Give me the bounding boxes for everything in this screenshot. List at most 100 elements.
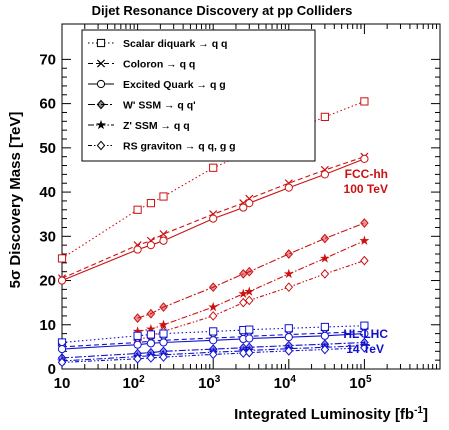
legend-marker <box>96 99 106 110</box>
marker-diamond <box>320 344 330 355</box>
y-tick-label: 50 <box>39 140 56 157</box>
data-point <box>320 112 329 121</box>
data-point <box>57 357 67 368</box>
legend-marker <box>96 140 106 151</box>
marker-star <box>238 288 249 298</box>
data-point <box>208 282 218 293</box>
x-tick-label: 104 <box>274 374 297 392</box>
legend-marker <box>96 59 106 68</box>
series-fcc-circle <box>57 154 369 285</box>
marker-circle <box>209 336 218 345</box>
data-point <box>320 331 329 340</box>
marker-diamond <box>133 313 142 323</box>
data-point <box>146 353 156 363</box>
data-point <box>159 338 168 347</box>
marker-circle <box>133 340 142 349</box>
marker-star <box>96 119 106 130</box>
data-point <box>159 192 168 201</box>
data-point <box>360 329 369 338</box>
x-tick-exponent: 4 <box>290 374 296 385</box>
data-point <box>320 322 329 332</box>
data-point <box>57 276 67 285</box>
data-point <box>360 218 369 228</box>
data-point <box>245 334 254 343</box>
data-point <box>320 233 330 244</box>
data-point <box>284 346 294 356</box>
marker-square <box>146 199 156 208</box>
x-tick-label: 103 <box>198 374 221 392</box>
marker-diamond <box>57 357 67 368</box>
marker-circle <box>245 334 254 343</box>
legend-entry: RS graviton → q q, g g <box>88 141 236 153</box>
y-tick-label: 70 <box>39 51 56 68</box>
legend-label: Coloron → q q <box>123 59 195 71</box>
data-point <box>209 336 218 345</box>
data-point <box>320 170 329 179</box>
x-tick-exponent: 3 <box>215 374 221 385</box>
marker-circle <box>320 331 329 340</box>
x-axis-title-tail: ] <box>423 406 428 423</box>
data-point <box>208 349 218 360</box>
x-tick-base: 10 <box>274 375 291 392</box>
data-point <box>208 311 218 321</box>
data-point <box>238 288 249 298</box>
data-point <box>146 308 156 319</box>
x-tick-exponent: 2 <box>139 374 145 385</box>
marker-square <box>360 321 369 330</box>
data-point <box>284 249 294 259</box>
data-point <box>133 313 142 323</box>
x-tick-base: 10 <box>198 375 215 392</box>
marker-circle <box>360 154 369 164</box>
data-point <box>360 342 369 353</box>
marker-circle <box>284 183 293 192</box>
marker-x <box>96 59 106 68</box>
x-tick-base: 10 <box>122 375 139 392</box>
data-point <box>239 203 248 212</box>
marker-diamond <box>284 249 294 259</box>
data-point <box>146 330 156 339</box>
series-line <box>61 330 365 348</box>
marker-circle <box>159 236 168 245</box>
marker-circle <box>146 339 156 348</box>
data-point <box>133 353 142 364</box>
data-point <box>360 321 369 330</box>
annotation-14-tev: 14 TeV <box>346 342 384 356</box>
marker-diamond <box>159 302 168 312</box>
marker-circle <box>320 170 329 179</box>
legend-entry: Scalar diquark → q q <box>88 38 227 50</box>
marker-diamond <box>146 353 156 363</box>
data-point <box>133 245 142 254</box>
legend-label: Z' SSM → q q <box>123 120 190 132</box>
legend-label: RS graviton → q q, g g <box>123 141 236 153</box>
series-fcc-star <box>132 235 370 336</box>
marker-diamond <box>320 233 330 244</box>
marker-diamond <box>208 282 218 293</box>
legend: Scalar diquark → q q Coloron → q q Excited… <box>81 29 316 162</box>
data-point <box>146 339 156 348</box>
series-hl-square <box>57 321 369 347</box>
data-point <box>159 302 168 312</box>
x-axis-title: Integrated Luminosity [fb-1] <box>234 405 428 423</box>
marker-diamond <box>245 266 254 277</box>
marker-diamond <box>245 295 254 306</box>
series-line <box>61 333 365 350</box>
marker-square <box>159 192 168 201</box>
marker-circle <box>57 344 67 354</box>
data-point <box>209 327 218 336</box>
data-point <box>319 253 330 263</box>
marker-star <box>319 253 330 263</box>
data-point <box>133 205 142 214</box>
marker-square <box>360 97 369 106</box>
legend-marker <box>96 79 106 89</box>
data-point <box>133 331 142 340</box>
series-line <box>137 240 365 332</box>
x-tick-base: 10 <box>54 375 71 392</box>
marker-diamond <box>239 297 248 308</box>
marker-square <box>320 112 329 121</box>
data-point <box>320 344 330 355</box>
marker-star <box>359 235 370 245</box>
data-point <box>209 163 218 172</box>
marker-circle <box>133 245 142 254</box>
data-point <box>239 297 248 308</box>
